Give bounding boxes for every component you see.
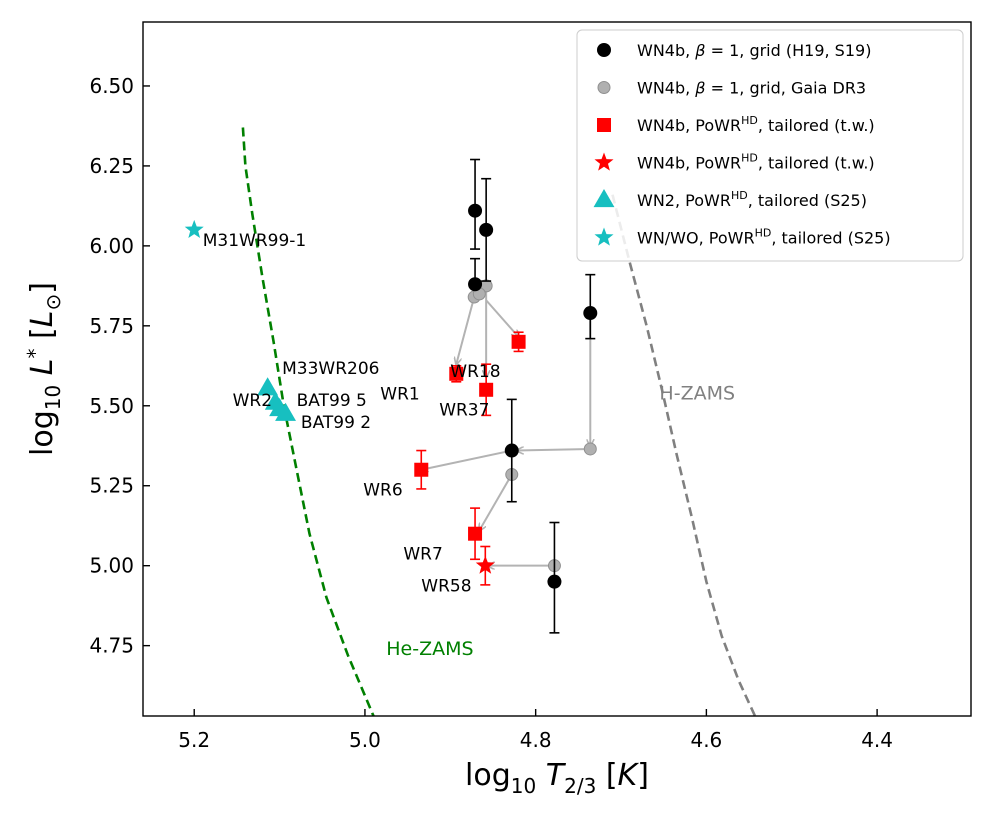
grid-point-5 <box>547 574 562 589</box>
y-tick-label-3: 5.50 <box>89 394 134 418</box>
annotation-bat99-5: BAT99 5 <box>297 391 367 411</box>
legend-label-3: WN4b, PoWRHD, tailored (t.w.) <box>637 152 875 173</box>
y-tick-label-0: 4.75 <box>89 634 134 658</box>
curve-label-h-zams: H-ZAMS <box>659 382 735 404</box>
shift-arrow-6 <box>479 474 513 531</box>
curve-h-zams <box>611 194 757 716</box>
tailored-star-wr58 <box>475 555 495 574</box>
legend-marker-5 <box>594 227 614 246</box>
x-tick-label-2: 4.8 <box>520 728 552 752</box>
star-annotations: He-ZAMS H-ZAMS WR1 WR18 WR37 WR6 WR7 WR58 WR2 M33… <box>203 231 735 660</box>
gaia-point-3 <box>583 442 597 456</box>
axes: 5.2 5.0 4.8 4.6 4.4 4.75 5.00 5.25 5.50 5.75 6.00 6… <box>89 74 893 752</box>
legend-marker-2 <box>597 118 611 132</box>
grid-point-2 <box>468 277 483 292</box>
legend-box <box>576 29 964 262</box>
legend-label-0: WN4b, β = 1, grid (H19, S19) <box>637 41 871 60</box>
x-tick-label-0: 5.2 <box>178 728 210 752</box>
annotation-wr7: WR7 <box>403 544 442 564</box>
tailored-square-wr7 <box>468 526 483 541</box>
grid-point-1 <box>479 222 494 237</box>
x-tick-label-3: 4.6 <box>690 728 722 752</box>
legend-marker-3 <box>594 152 614 171</box>
shift-arrow-5 <box>421 449 512 470</box>
annotation-m31wr99-1: M31WR99-1 <box>203 231 307 251</box>
annotation-bat99-2: BAT99 2 <box>301 413 371 433</box>
shift-arrow-2 <box>485 299 518 337</box>
shift-arrows <box>421 285 591 566</box>
grid-point-3 <box>583 306 598 321</box>
s25-triangle-wr2 <box>257 377 279 396</box>
y-tick-label-4: 5.75 <box>89 314 134 338</box>
tailored-square-wr6 <box>414 462 429 477</box>
tailored-square-wr37 <box>479 382 494 397</box>
legend-marker-1 <box>597 81 611 94</box>
shift-arrow-4 <box>517 449 591 451</box>
annotation-wr6: WR6 <box>363 480 402 500</box>
annotation-wr18: WR18 <box>450 362 500 382</box>
legend-label-2: WN4b, PoWRHD, tailored (t.w.) <box>637 114 875 135</box>
legend-label-1: WN4b, β = 1, grid, Gaia DR3 <box>637 79 866 98</box>
plot-frame <box>142 21 972 717</box>
x-tick-label-1: 5.0 <box>349 728 381 752</box>
legend-marker-0 <box>597 43 611 57</box>
y-axis-label: log10 L* [L⊙] <box>23 282 65 456</box>
y-tick-label-6: 6.25 <box>89 154 134 178</box>
legend: WN4b, β = 1, grid (H19, S19) WN4b, β = 1,… <box>576 29 964 262</box>
legend-label-4: WN2, PoWRHD, tailored (S25) <box>637 189 867 210</box>
y-tick-label-2: 5.25 <box>89 474 134 498</box>
legend-marker-4 <box>593 189 615 208</box>
x-tick-label-4: 4.4 <box>861 728 893 752</box>
x-axis-label: log10 T2/3 [K] <box>465 758 649 798</box>
annotation-m33wr206: M33WR206 <box>282 359 379 379</box>
annotation-wr58: WR58 <box>421 576 471 596</box>
annotation-wr2: WR2 <box>233 391 272 411</box>
s25-star-m31wr99-1 <box>184 219 204 238</box>
legend-label-5: WN/WO, PoWRHD, tailored (S25) <box>637 227 891 248</box>
y-tick-label-7: 6.50 <box>89 74 134 98</box>
shift-arrow-0 <box>456 296 476 364</box>
annotation-wr37: WR37 <box>439 400 489 420</box>
curve-label-he-zams: He-ZAMS <box>386 638 473 660</box>
y-tick-label-5: 6.00 <box>89 234 134 258</box>
tailored-square-wr1 <box>449 366 464 381</box>
y-tick-label-1: 5.00 <box>89 554 134 578</box>
data-points <box>184 158 598 634</box>
annotation-wr1: WR1 <box>380 384 419 404</box>
grid-point-4 <box>504 443 519 458</box>
s25-triangle-bat99-2 <box>275 402 297 421</box>
tailored-square-wr18 <box>511 334 526 349</box>
grid-point-0 <box>468 203 483 218</box>
